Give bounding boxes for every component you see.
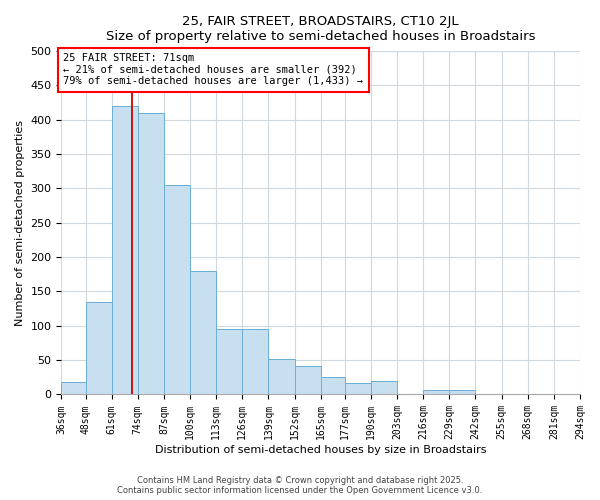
Bar <box>371 380 397 394</box>
Y-axis label: Number of semi-detached properties: Number of semi-detached properties <box>15 120 25 326</box>
Bar <box>86 302 112 394</box>
Bar <box>61 382 86 394</box>
Text: 25 FAIR STREET: 71sqm
← 21% of semi-detached houses are smaller (392)
79% of sem: 25 FAIR STREET: 71sqm ← 21% of semi-deta… <box>64 53 364 86</box>
Bar <box>190 271 216 394</box>
Bar <box>295 366 321 394</box>
Bar <box>138 113 164 394</box>
X-axis label: Distribution of semi-detached houses by size in Broadstairs: Distribution of semi-detached houses by … <box>155 445 487 455</box>
Bar <box>216 329 242 394</box>
Bar <box>242 329 268 394</box>
Bar <box>345 383 371 394</box>
Bar <box>321 376 345 394</box>
Bar <box>164 185 190 394</box>
Bar <box>423 390 449 394</box>
Bar <box>449 390 475 394</box>
Bar <box>112 106 138 395</box>
Text: Contains HM Land Registry data © Crown copyright and database right 2025.
Contai: Contains HM Land Registry data © Crown c… <box>118 476 482 495</box>
Bar <box>268 359 295 394</box>
Title: 25, FAIR STREET, BROADSTAIRS, CT10 2JL
Size of property relative to semi-detache: 25, FAIR STREET, BROADSTAIRS, CT10 2JL S… <box>106 15 535 43</box>
